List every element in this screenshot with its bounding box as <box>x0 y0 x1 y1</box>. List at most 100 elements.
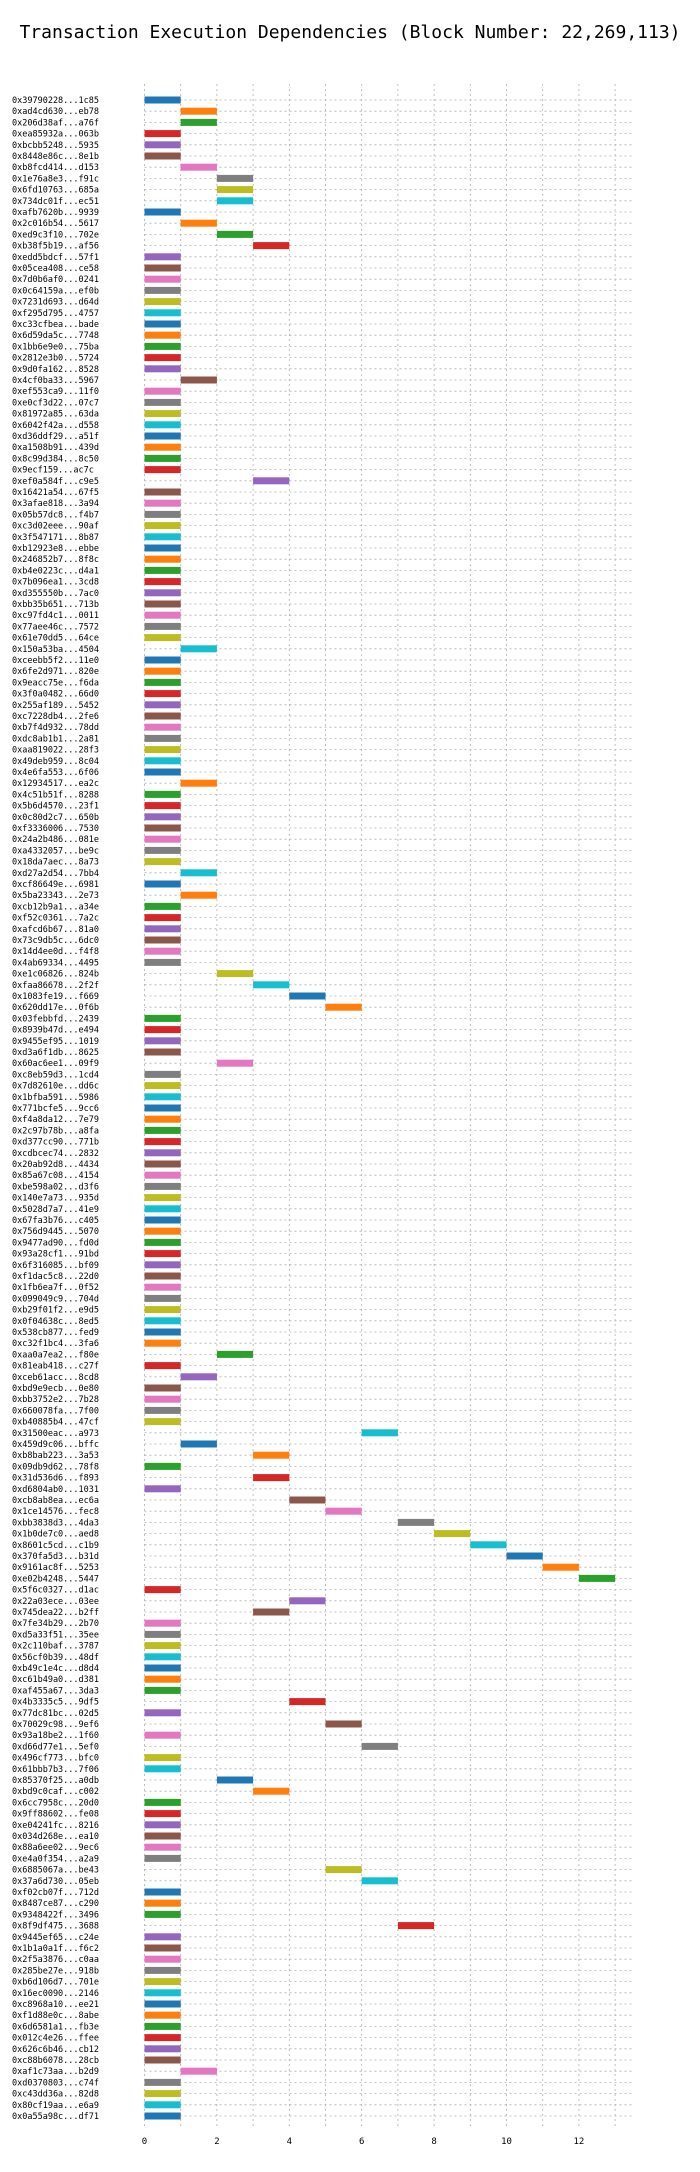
transaction-bar <box>144 1149 181 1157</box>
transaction-label: 0x31d536d6...f893 <box>12 1474 99 1484</box>
transaction-bar <box>144 555 181 563</box>
transaction-bar <box>144 1686 181 1694</box>
transaction-label: 0xaf1c73aa...b2d9 <box>12 2067 99 2077</box>
transaction-bar <box>144 1675 181 1683</box>
transaction-label: 0xa4332057...be9c <box>12 846 99 856</box>
transaction-bar <box>144 712 181 720</box>
transaction-bar <box>144 1171 181 1179</box>
transaction-bar <box>144 1810 181 1818</box>
transaction-bar <box>144 96 181 104</box>
transaction-label: 0x496cf773...bfc0 <box>12 1754 99 1764</box>
transaction-bar <box>144 690 181 698</box>
y-tick-labels: 0x39790228...1c850xad4cd630...eb780x206d… <box>12 96 99 2122</box>
transaction-label: 0x81eab418...c27f <box>12 1362 99 1372</box>
transaction-label: 0x61bbb7b3...7f06 <box>12 1765 99 1775</box>
transaction-bar <box>144 768 181 776</box>
transaction-bar <box>144 1238 181 1246</box>
transaction-label: 0xe1c06826...824b <box>12 970 99 980</box>
transaction-label: 0xc7228db4...2fe6 <box>12 712 99 722</box>
transaction-label: 0xd66d77e1...5ef0 <box>12 1742 99 1752</box>
transaction-label: 0xc61b49a0...d381 <box>12 1675 99 1685</box>
transaction-bar <box>216 1059 254 1067</box>
transaction-bar <box>144 1261 181 1269</box>
transaction-bar <box>144 1138 181 1146</box>
transaction-label: 0x9445ef65...c24e <box>12 1933 99 1943</box>
transaction-bar <box>144 1642 181 1650</box>
transaction-label: 0xad4cd630...eb78 <box>12 107 99 117</box>
transaction-label: 0xf02cb07f...712d <box>12 1888 99 1898</box>
transaction-bar <box>144 432 181 440</box>
transaction-bar <box>144 320 181 328</box>
transaction-label: 0x538cb877...fed9 <box>12 1328 99 1338</box>
transaction-label: 0xc88b6078...28cb <box>12 2056 99 2066</box>
transaction-label: 0x0c80d2c7...650b <box>12 813 99 823</box>
transaction-label: 0x2c016b54...5617 <box>12 219 99 229</box>
transaction-bar <box>144 466 181 474</box>
transaction-bar <box>144 2045 181 2053</box>
transaction-bar <box>216 186 254 194</box>
transaction-label: 0xb49c1e4c...d8d4 <box>12 1664 99 1674</box>
transaction-label: 0xd36ddf29...a51f <box>12 432 99 442</box>
transaction-bar <box>144 488 181 496</box>
transaction-bar <box>144 1854 181 1862</box>
transaction-label: 0x0f04638c...8ed5 <box>12 1317 99 1327</box>
transaction-label: 0x771bcfe5...9cc6 <box>12 1104 99 1114</box>
transaction-bar <box>144 544 181 552</box>
transaction-label: 0x67fa3b76...c405 <box>12 1216 99 1226</box>
transaction-label: 0x09db9d62...78f8 <box>12 1462 99 1472</box>
transaction-bar <box>144 1362 181 1370</box>
transaction-bar <box>144 1899 181 1907</box>
transaction-bar <box>144 701 181 709</box>
transaction-bar <box>144 1194 181 1202</box>
transaction-label: 0x8939b47d...e494 <box>12 1026 99 1036</box>
transaction-bar <box>144 589 181 597</box>
transaction-bar <box>144 331 181 339</box>
transaction-label: 0x756d9445...5070 <box>12 1227 99 1237</box>
transaction-bar <box>470 1541 507 1549</box>
transaction-label: 0x6fe2d971...820e <box>12 667 99 677</box>
transaction-label: 0xe04241fc...8216 <box>12 1821 99 1831</box>
transaction-bar <box>144 678 181 686</box>
transaction-bar <box>144 499 181 507</box>
transaction-bar <box>253 1787 290 1795</box>
transaction-bar <box>144 208 181 216</box>
transaction-bar <box>289 992 326 1000</box>
transaction-label: 0xb7f4d932...78dd <box>12 723 99 733</box>
transaction-label: 0x18da7aec...8a73 <box>12 858 99 868</box>
transaction-label: 0x8448e86c...8e1b <box>12 152 99 162</box>
transaction-bar <box>144 1955 181 1963</box>
transaction-bar <box>216 1776 254 1784</box>
transaction-bar <box>144 936 181 944</box>
transaction-label: 0x2f5a3876...c0aa <box>12 1955 99 1965</box>
transaction-bar <box>253 477 290 485</box>
transaction-bar <box>144 1944 181 1952</box>
transaction-label: 0x9d0fa162...8528 <box>12 365 99 375</box>
transaction-label: 0x1fb6ea7f...0f52 <box>12 1283 99 1293</box>
transaction-label: 0x099049c9...704d <box>12 1294 99 1304</box>
transaction-label: 0xc32f1bc4...3fa6 <box>12 1339 99 1349</box>
transaction-bar <box>289 1698 326 1706</box>
transaction-label: 0x60ac6ee1...09f9 <box>12 1059 99 1069</box>
transaction-bar <box>144 1832 181 1840</box>
transaction-bar <box>144 510 181 518</box>
transaction-bar <box>144 723 181 731</box>
transaction-bar <box>144 1888 181 1896</box>
transaction-label: 0xbcbb5248...5935 <box>12 141 99 151</box>
transaction-label: 0x85370f25...a0db <box>12 1776 99 1786</box>
transaction-label: 0x6885067a...be43 <box>12 1866 99 1876</box>
transaction-label: 0x7b096ea1...3cd8 <box>12 578 99 588</box>
transaction-label: 0xedd5bdcf...57f1 <box>12 253 99 263</box>
transaction-label: 0x8c99d384...8c50 <box>12 454 99 464</box>
transaction-bar <box>144 454 181 462</box>
transaction-label: 0x1bb6e9e0...75ba <box>12 342 99 352</box>
transaction-bar <box>144 656 181 664</box>
transaction-label: 0x77dc81bc...02d5 <box>12 1709 99 1719</box>
transaction-bar <box>144 611 181 619</box>
transaction-label: 0xafcd6b67...81a0 <box>12 925 99 935</box>
transaction-label: 0x660078fa...7f00 <box>12 1406 99 1416</box>
transaction-label: 0x626c6b46...cb12 <box>12 2045 99 2055</box>
transaction-bar <box>144 858 181 866</box>
transaction-label: 0xcf86649e...6981 <box>12 880 99 890</box>
transaction-bar <box>144 1485 181 1493</box>
